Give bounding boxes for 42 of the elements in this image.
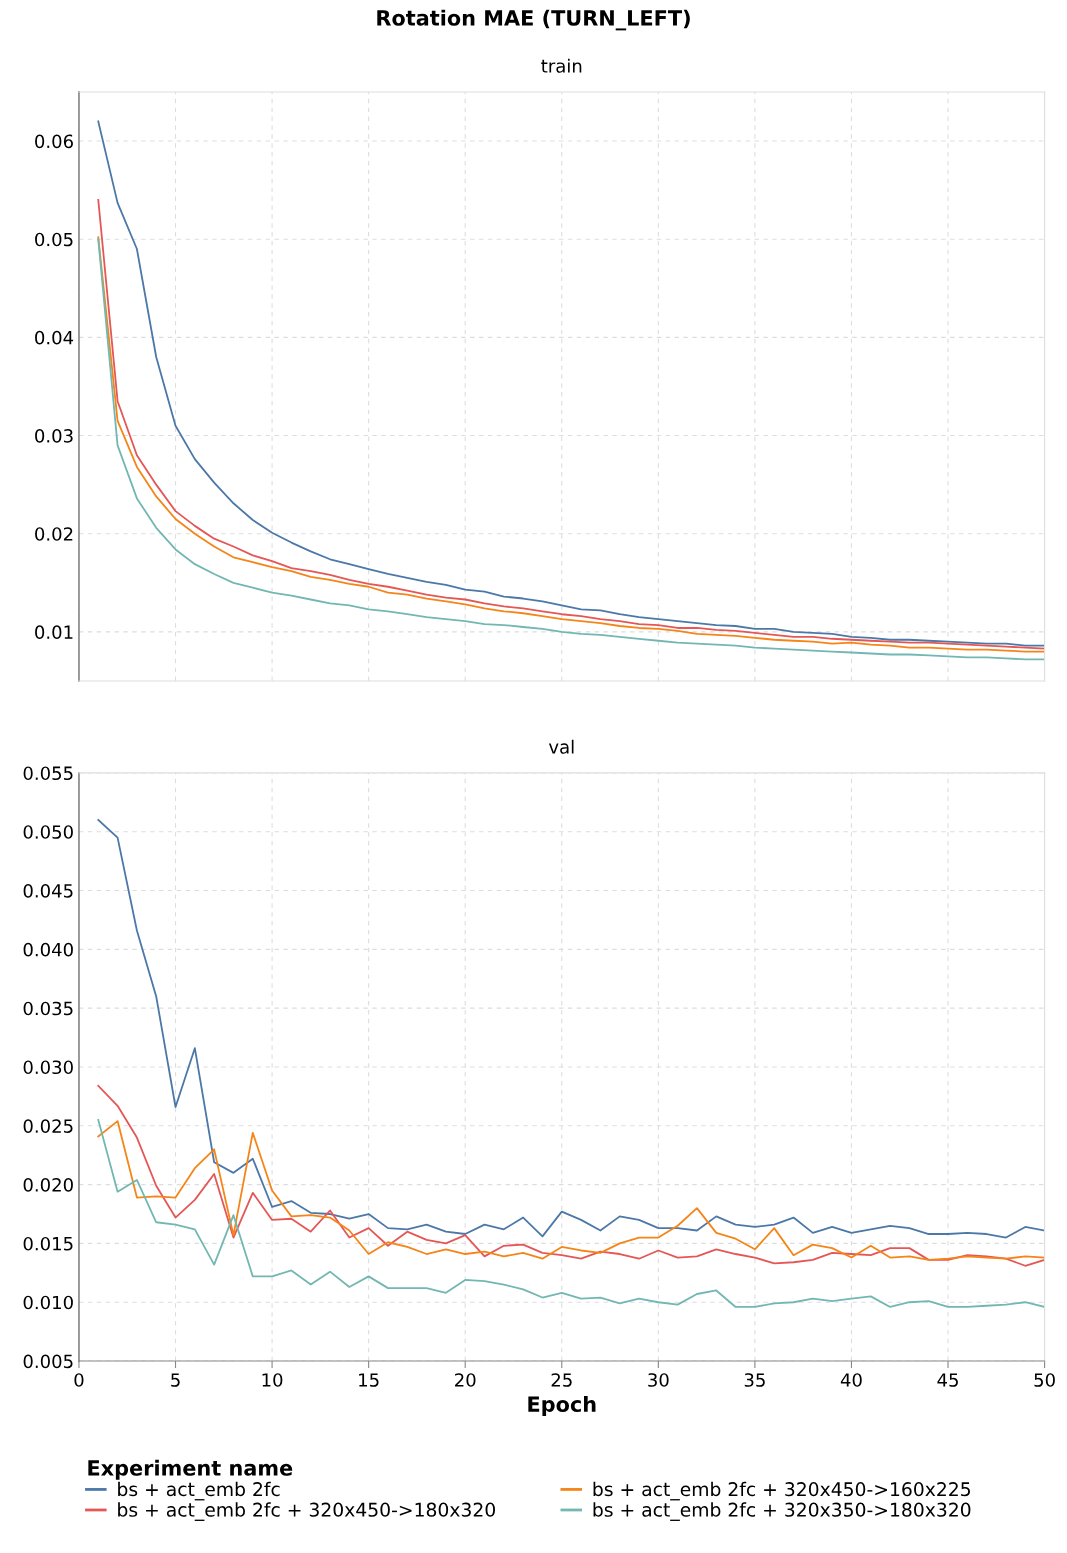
line-series <box>97 819 1045 1239</box>
y-tick-label: 0.04 <box>35 330 74 345</box>
x-tick-label: 5 <box>171 1373 180 1387</box>
y-tick-label: 0.025 <box>23 1119 73 1133</box>
y-tick-label: 0.06 <box>35 134 73 149</box>
legend-label: bs + act_emb 2fc + 320x450->160x225 <box>593 1481 971 1501</box>
line-series <box>97 1119 1045 1308</box>
chart-title: val <box>548 739 574 754</box>
x-tick-label: 10 <box>262 1373 283 1387</box>
x-tick-label: 45 <box>937 1373 958 1387</box>
y-tick-label: 0.035 <box>23 1001 73 1016</box>
x-axis-title: Epoch <box>528 1395 596 1417</box>
line-series <box>97 120 1045 647</box>
chart-title: Rotation MAE (TURN_LEFT) <box>377 9 690 31</box>
line-series <box>97 1084 1045 1267</box>
y-tick-label: 0.010 <box>23 1295 73 1310</box>
legend-label: bs + act_emb 2fc + 320x450->180x320 <box>118 1502 495 1521</box>
y-tick-label: 0.005 <box>23 1354 73 1369</box>
x-tick-label: 20 <box>455 1373 476 1387</box>
chart-subtitle: train <box>541 58 582 73</box>
x-tick-label: 40 <box>840 1373 862 1387</box>
y-tick-label: 0.03 <box>35 429 73 443</box>
line-series <box>97 1120 1045 1261</box>
legend-title: Experiment name <box>88 1459 293 1480</box>
y-tick-label: 0.015 <box>23 1236 73 1251</box>
x-tick-label: 25 <box>551 1373 572 1387</box>
y-tick-label: 0.040 <box>23 942 73 957</box>
x-tick-label: 0 <box>74 1373 84 1387</box>
y-tick-label: 0.030 <box>23 1060 73 1075</box>
y-tick-label: 0.045 <box>23 884 73 898</box>
y-tick-label: 0.055 <box>23 766 73 781</box>
y-tick-label: 0.02 <box>35 527 73 541</box>
x-tick-label: 30 <box>648 1373 669 1387</box>
y-tick-label: 0.05 <box>35 232 73 247</box>
x-tick-label: 50 <box>1034 1373 1055 1387</box>
legend-label: bs + act_emb 2fc <box>118 1481 280 1501</box>
legend-label: bs + act_emb 2fc + 320x350->180x320 <box>593 1502 971 1521</box>
y-tick-label: 0.050 <box>23 825 73 839</box>
y-tick-label: 0.01 <box>35 625 73 640</box>
x-tick-label: 15 <box>359 1373 379 1387</box>
y-tick-label: 0.020 <box>23 1178 73 1192</box>
x-tick-label: 35 <box>744 1373 765 1387</box>
